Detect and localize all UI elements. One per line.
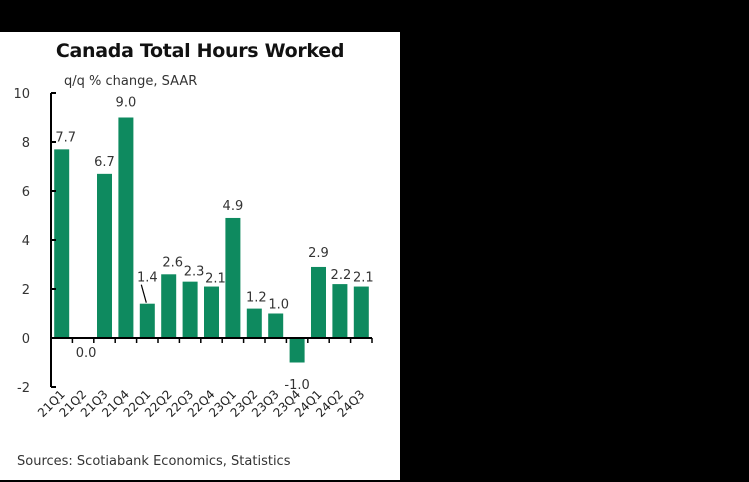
data-label: 6.7 <box>94 155 115 170</box>
bar-22Q3 <box>182 281 198 338</box>
data-label: 1.0 <box>268 298 289 313</box>
y-tick-label: -2 <box>17 381 30 396</box>
bar-23Q4 <box>289 338 305 363</box>
data-label: 7.7 <box>55 130 76 145</box>
bar-22Q1 <box>139 303 155 338</box>
leader-line <box>140 284 147 303</box>
data-label: 2.3 <box>184 265 205 280</box>
data-label: 4.9 <box>223 199 244 214</box>
bar-23Q2 <box>246 308 262 338</box>
data-label: 2.6 <box>162 255 183 270</box>
bar-22Q4 <box>204 286 219 338</box>
y-tick-label: 6 <box>22 185 30 200</box>
data-label: 1.2 <box>246 291 267 306</box>
data-label: 2.1 <box>353 271 374 286</box>
data-label: 1.4 <box>137 271 158 286</box>
bar-21Q4 <box>118 117 134 338</box>
data-label: -1.0 <box>284 378 309 393</box>
bar-24Q2 <box>332 284 348 338</box>
chart-title: Canada Total Hours Worked <box>55 40 345 62</box>
y-tick-label: 10 <box>13 87 30 102</box>
y-tick-label: 0 <box>22 332 30 347</box>
chart-source: Sources: Scotiabank Economics, Statistic… <box>17 454 291 469</box>
y-tick-label: 2 <box>22 283 30 298</box>
data-label: 2.2 <box>331 268 352 283</box>
data-label: 2.9 <box>308 246 329 261</box>
y-tick-label: 8 <box>22 136 30 151</box>
bar-21Q1 <box>54 149 70 338</box>
chart-subtitle: q/q % change, SAAR <box>64 74 198 89</box>
bar-24Q3 <box>353 286 369 338</box>
data-label: 2.1 <box>205 272 226 287</box>
bar-21Q3 <box>97 173 112 338</box>
bar-23Q3 <box>268 313 284 338</box>
bar-22Q2 <box>161 274 177 338</box>
data-label: 9.0 <box>116 96 137 111</box>
bar-23Q1 <box>225 217 241 338</box>
bar-24Q1 <box>311 266 326 338</box>
y-tick-label: 4 <box>22 234 30 249</box>
data-label: 0.0 <box>76 346 97 361</box>
